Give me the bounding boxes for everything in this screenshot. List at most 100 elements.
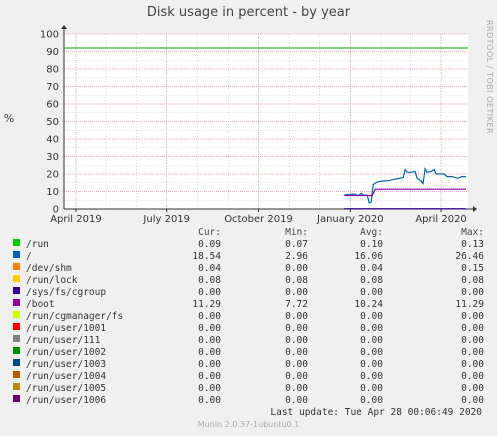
legend-value-cur: 0.00: [198, 347, 221, 358]
chart-canvas: 0 10 20 30 40 50 60 70 80 90 100 April 2019 July 201…: [40, 25, 477, 225]
legend-value-avg: 0.10: [360, 239, 383, 250]
legend-value-avg: 0.00: [360, 311, 383, 322]
x-tick-label: April 2019: [50, 214, 101, 225]
legend-value-max: 0.13: [461, 239, 484, 250]
legend-value-cur: 11.29: [192, 299, 221, 310]
legend-row: /dev/shm 0.04 0.00 0.04 0.15: [0, 263, 497, 275]
legend-value-avg: 0.00: [360, 371, 383, 382]
y-tick-label: 30: [46, 152, 59, 163]
legend-swatch: [13, 311, 20, 318]
legend-value-cur: 18.54: [192, 251, 221, 262]
legend-label: /run: [26, 239, 49, 250]
legend-value-cur: 0.00: [198, 323, 221, 334]
legend-value-cur: 0.00: [198, 335, 221, 346]
legend-row: /run/user/1005 0.00 0.00 0.00 0.00: [0, 383, 497, 395]
legend-row: /sys/fs/cgroup 0.00 0.00 0.00 0.00: [0, 287, 497, 299]
last-update: Last update: Tue Apr 28 00:06:49 2020: [270, 407, 482, 418]
legend-row: /run/user/1002 0.00 0.00 0.00 0.00: [0, 347, 497, 359]
legend-value-cur: 0.00: [198, 311, 221, 322]
y-tick-label: 40: [46, 135, 59, 146]
legend-value-min: 0.00: [285, 335, 308, 346]
legend-value-avg: 0.04: [360, 263, 383, 274]
legend-column-header: Min:: [285, 227, 308, 238]
legend-value-min: 2.96: [285, 251, 308, 262]
chart-title: Disk usage in percent - by year: [146, 5, 351, 20]
legend-column-header: Cur:: [198, 227, 221, 238]
legend-label: /run/lock: [26, 275, 78, 286]
legend-row: /run/user/1003 0.00 0.00 0.00 0.00: [0, 359, 497, 371]
legend-value-min: 0.00: [285, 287, 308, 298]
legend-row: / 18.54 2.96 16.06 26.46: [0, 251, 497, 263]
legend-label: /run/user/1005: [26, 383, 107, 394]
legend-value-min: 0.00: [285, 347, 308, 358]
legend-swatch: [13, 371, 20, 378]
legend-swatch: [13, 323, 20, 330]
legend-row: /boot 11.29 7.72 10.24 11.29: [0, 299, 497, 311]
legend-value-cur: 0.04: [198, 263, 221, 274]
legend-value-cur: 0.00: [198, 395, 221, 406]
legend-column-header: Max:: [461, 227, 484, 238]
legend-swatch: [13, 335, 20, 342]
legend-value-max: 0.00: [461, 335, 484, 346]
legend-value-min: 0.00: [285, 323, 308, 334]
legend-value-max: 0.00: [461, 287, 484, 298]
legend-value-cur: 0.08: [198, 275, 221, 286]
legend-value-avg: 0.00: [360, 287, 383, 298]
legend-swatch: [13, 383, 20, 390]
legend-row: /run/cgmanager/fs 0.00 0.00 0.00 0.00: [0, 311, 497, 323]
legend-row: /run/user/111 0.00 0.00 0.00 0.00: [0, 335, 497, 347]
legend-value-min: 0.00: [285, 263, 308, 274]
legend-swatch: [13, 275, 20, 282]
legend-value-min: 0.00: [285, 371, 308, 382]
legend-swatch: [13, 239, 20, 246]
legend-value-min: 7.72: [285, 299, 308, 310]
x-axis-arrow: [473, 206, 477, 212]
x-tick-label: July 2019: [142, 214, 190, 225]
legend-label: /run/user/1001: [26, 323, 107, 334]
y-tick-label: 20: [46, 170, 59, 181]
series-line: [344, 188, 466, 197]
y-axis-arrow: [61, 25, 67, 29]
y-tick-label: 90: [46, 47, 59, 58]
legend-value-max: 0.15: [461, 263, 484, 274]
legend-value-max: 0.00: [461, 371, 484, 382]
legend-value-avg: 0.00: [360, 335, 383, 346]
legend-value-avg: 16.06: [354, 251, 383, 262]
legend-value-avg: 0.08: [360, 275, 383, 286]
legend-value-min: 0.07: [285, 239, 308, 250]
legend-value-max: 0.00: [461, 311, 484, 322]
rrdtool-credit: RRDTOOL / TOBI OETIKER: [485, 20, 494, 135]
legend-value-max: 0.00: [461, 359, 484, 370]
x-tick-label: January 2020: [316, 214, 384, 225]
legend-swatch: [13, 347, 20, 354]
legend-value-min: 0.08: [285, 275, 308, 286]
legend-value-avg: 0.00: [360, 383, 383, 394]
legend-value-cur: 0.00: [198, 383, 221, 394]
legend-swatch: [13, 287, 20, 294]
y-tick-label: 80: [46, 65, 59, 76]
legend-swatch: [13, 251, 20, 258]
legend-value-max: 0.00: [461, 347, 484, 358]
legend-swatch: [13, 299, 20, 306]
legend-value-cur: 0.09: [198, 239, 221, 250]
legend-row: /run/user/1006 0.00 0.00 0.00 0.00: [0, 395, 497, 407]
legend-value-avg: 0.00: [360, 359, 383, 370]
legend-label: /dev/shm: [26, 263, 72, 274]
y-axis-label: %: [3, 112, 15, 125]
legend-value-min: 0.00: [285, 311, 308, 322]
legend-row: /run/user/1001 0.00 0.00 0.00 0.00: [0, 323, 497, 335]
legend-value-min: 0.00: [285, 395, 308, 406]
legend-label: /run/user/1003: [26, 359, 107, 370]
legend-row: /run/lock 0.08 0.08 0.08 0.08: [0, 275, 497, 287]
legend-swatch: [13, 359, 20, 366]
legend-label: /boot: [26, 299, 55, 310]
legend-row: /run 0.09 0.07 0.10 0.13: [0, 239, 497, 251]
y-tick-label: 50: [46, 117, 59, 128]
legend-value-min: 0.00: [285, 383, 308, 394]
legend-value-max: 0.08: [461, 275, 484, 286]
legend-swatch: [13, 263, 20, 270]
y-tick-label: 100: [40, 30, 59, 41]
y-tick-label: 0: [53, 205, 59, 216]
legend-value-avg: 0.00: [360, 347, 383, 358]
